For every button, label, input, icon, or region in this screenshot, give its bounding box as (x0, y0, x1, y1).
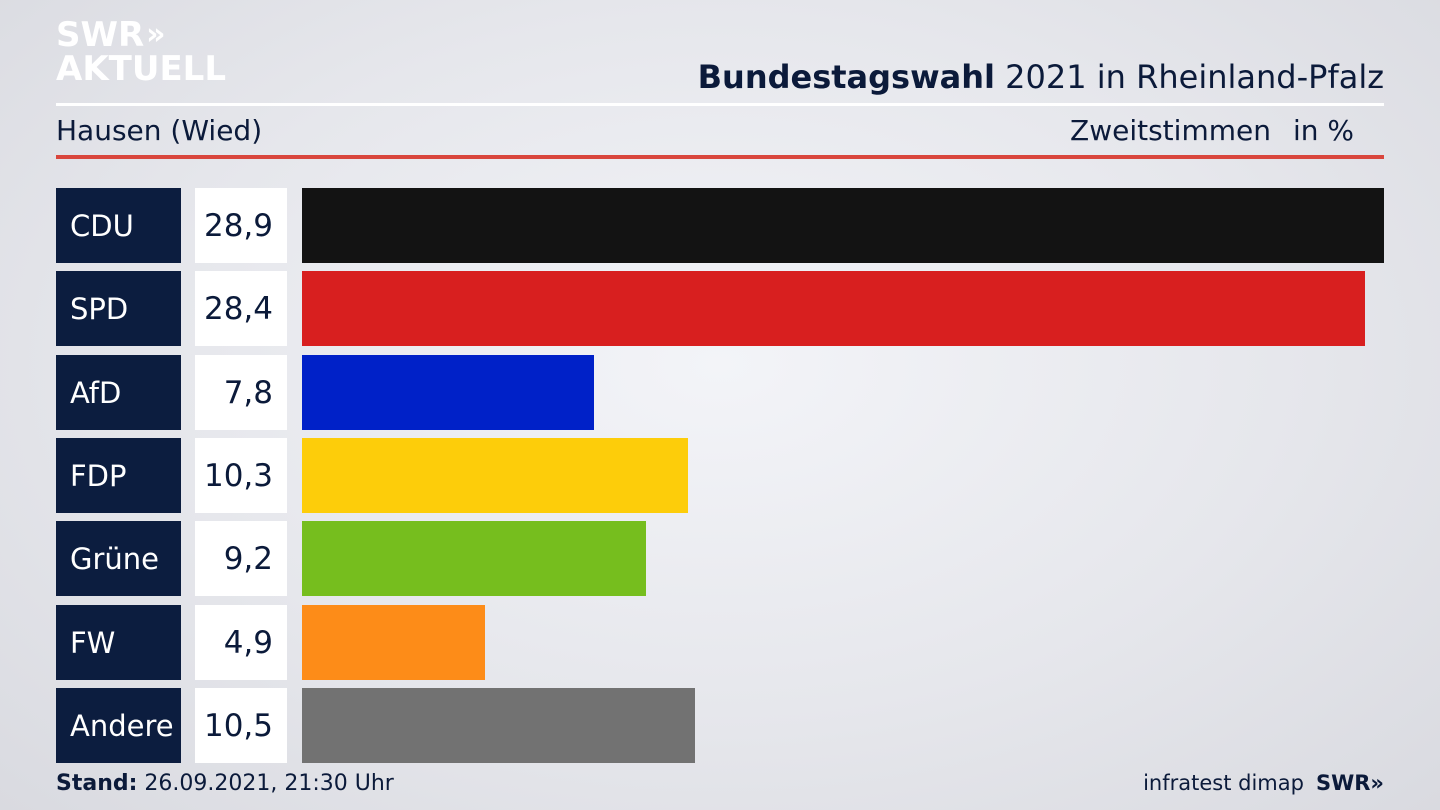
header-divider (56, 103, 1384, 106)
bar-afd (302, 355, 594, 430)
title-rest: 2021 in Rheinland-Pfalz (995, 58, 1384, 96)
bar-andere (302, 688, 695, 763)
bar-fw (302, 605, 485, 680)
value-label-grüne: 9,2 (195, 521, 287, 596)
party-label-fw: FW (56, 605, 181, 680)
chart-title: Bundestagswahl 2021 in Rheinland-Pfalz (698, 58, 1384, 96)
source-credit: infratest dimap SWR» (1143, 771, 1384, 795)
value-label-fw: 4,9 (195, 605, 287, 680)
stand-label: Stand: (56, 771, 138, 796)
party-label-spd: SPD (56, 271, 181, 346)
vote-type-label: Zweitstimmen in % (1070, 114, 1354, 147)
value-label-fdp: 10,3 (195, 438, 287, 513)
swr-brand-logo: SWR» (1315, 771, 1384, 795)
accent-divider (56, 155, 1384, 159)
logo-swr-text: SWR (56, 15, 145, 55)
value-label-spd: 28,4 (195, 271, 287, 346)
party-label-fdp: FDP (56, 438, 181, 513)
source-text: infratest dimap (1143, 771, 1304, 795)
location-label: Hausen (Wied) (56, 114, 263, 147)
title-bold: Bundestagswahl (697, 58, 995, 96)
bar-cdu (302, 188, 1384, 263)
swr-aktuell-logo: SWR » AKTUELL (56, 15, 227, 89)
party-label-cdu: CDU (56, 188, 181, 263)
logo-aktuell-text: AKTUELL (56, 49, 227, 89)
value-label-afd: 7,8 (195, 355, 287, 430)
timestamp: Stand: 26.09.2021, 21:30 Uhr (56, 771, 394, 796)
value-label-cdu: 28,9 (195, 188, 287, 263)
value-label-andere: 10,5 (195, 688, 287, 763)
bar-grüne (302, 521, 646, 596)
unit-label: in % (1292, 114, 1354, 147)
vote-type-text: Zweitstimmen (1070, 114, 1271, 147)
party-label-afd: AfD (56, 355, 181, 430)
bar-spd (302, 271, 1365, 346)
bar-fdp (302, 438, 688, 513)
party-label-grüne: Grüne (56, 521, 181, 596)
party-label-andere: Andere (56, 688, 181, 763)
stand-value: 26.09.2021, 21:30 Uhr (137, 771, 394, 796)
